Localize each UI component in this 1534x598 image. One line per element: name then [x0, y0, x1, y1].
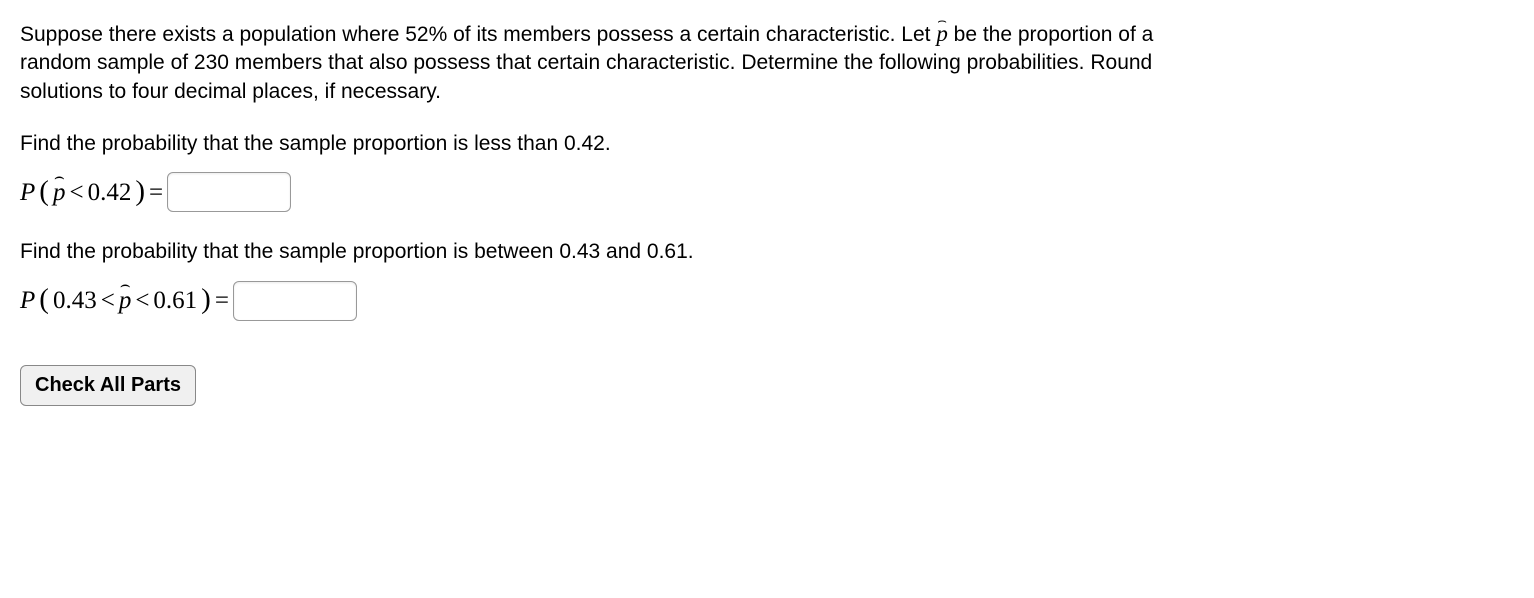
q2-low: 0.43	[53, 284, 97, 318]
check-all-parts-button[interactable]: Check All Parts	[20, 365, 196, 406]
p-hat-symbol: p⌢	[119, 284, 132, 318]
q1-lt: <	[69, 176, 83, 210]
problem-intro: Suppose there exists a population where …	[20, 18, 1220, 106]
open-paren: (	[39, 172, 49, 211]
q2-lt1: <	[101, 284, 115, 318]
p-hat-symbol: p⌢	[53, 176, 66, 210]
q1-val: 0.42	[88, 176, 132, 210]
q1-answer-input[interactable]	[167, 172, 291, 212]
q1-equals: =	[149, 176, 163, 210]
question-2-equation: P(0.43 < p⌢ < 0.61) =	[20, 281, 1514, 321]
question-1-equation: P(p⌢ < 0.42) =	[20, 172, 1514, 212]
q1-P: P	[20, 176, 35, 210]
q2-P: P	[20, 284, 35, 318]
p-hat-symbol: p⌢	[936, 18, 948, 49]
close-paren: )	[201, 280, 211, 319]
q2-lt2: <	[135, 284, 149, 318]
close-paren: )	[135, 172, 145, 211]
intro-part1: Suppose there exists a population where …	[20, 23, 936, 46]
open-paren: (	[39, 280, 49, 319]
q2-high: 0.61	[153, 284, 197, 318]
question-2-prompt: Find the probability that the sample pro…	[20, 238, 1514, 266]
q2-equals: =	[215, 284, 229, 318]
question-1-prompt: Find the probability that the sample pro…	[20, 130, 1514, 158]
q2-answer-input[interactable]	[233, 281, 357, 321]
